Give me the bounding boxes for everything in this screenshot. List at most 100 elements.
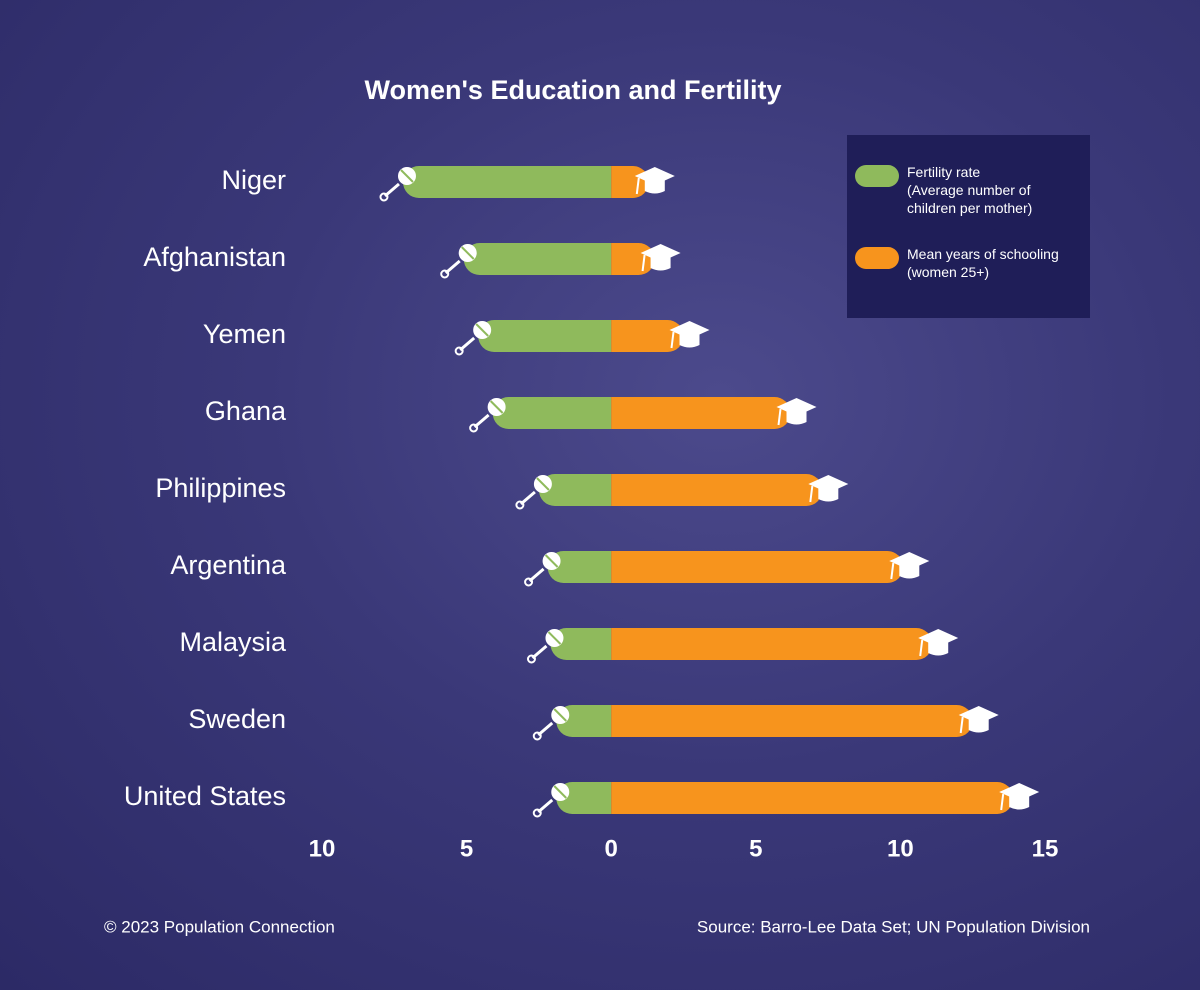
legend-swatch — [855, 165, 899, 187]
rattle-stripe — [489, 400, 504, 414]
cap-base — [928, 642, 949, 656]
x-tick-label: 15 — [1032, 835, 1059, 862]
legend-swatch — [855, 247, 899, 269]
legend-item: Mean years of schooling (women 25+) — [907, 245, 1077, 281]
legend-item: Fertility rate (Average number of childre… — [907, 163, 1077, 217]
rattle-icon — [454, 321, 492, 356]
rattle-icon — [526, 629, 564, 664]
rattle-stripe — [553, 708, 567, 722]
rattle-handle-end — [454, 346, 464, 356]
cap-tassel — [809, 485, 814, 503]
legend-note: (Average number of children per mother) — [907, 182, 1033, 216]
bar — [611, 320, 684, 352]
cap-base — [644, 180, 665, 194]
bar — [611, 551, 904, 583]
cap-icon — [958, 706, 999, 734]
rattle-handle-end — [532, 731, 542, 741]
cap-tassel — [890, 562, 895, 580]
rattle-icon — [532, 706, 570, 741]
rattle-stripe — [461, 246, 475, 260]
bar — [550, 628, 612, 660]
bar — [478, 320, 612, 352]
category-label: Sweden — [188, 704, 286, 734]
chart-title: Women's Education and Fertility — [365, 75, 782, 105]
legend-note: (women 25+) — [907, 264, 990, 280]
bar — [492, 397, 612, 429]
cap-icon — [640, 244, 681, 272]
category-label: Yemen — [203, 319, 286, 349]
legend-label: Fertility rate — [907, 164, 981, 180]
cap-icon — [669, 321, 710, 349]
cap-icon — [889, 552, 930, 580]
rattle-stripe — [544, 554, 559, 568]
bar — [556, 782, 612, 814]
category-label: Argentina — [170, 550, 287, 580]
legend: Fertility rate (Average number of childre… — [847, 135, 1090, 318]
rattle-stripe — [536, 477, 550, 491]
category-label: Afghanistan — [143, 242, 286, 272]
bar — [611, 474, 823, 506]
cap-icon — [918, 629, 959, 657]
bar — [611, 166, 649, 198]
rattle-handle-end — [524, 577, 534, 587]
x-tick-label: 0 — [605, 835, 618, 862]
category-label: Philippines — [155, 473, 286, 503]
x-tick-label: 5 — [460, 835, 473, 862]
bar — [402, 166, 612, 198]
cap-tassel — [777, 408, 782, 426]
rattle-stripe — [553, 785, 567, 799]
bar — [547, 551, 612, 583]
bar — [611, 243, 655, 275]
rattle-stripe — [400, 169, 414, 183]
rattle-icon — [440, 244, 477, 279]
cap-icon — [808, 475, 849, 503]
bar — [556, 705, 612, 737]
category-label: Malaysia — [179, 627, 287, 657]
category-label: Ghana — [205, 396, 287, 426]
category-label: Niger — [221, 165, 286, 195]
bar — [611, 705, 973, 737]
bar — [611, 628, 933, 660]
rattle-stripe — [475, 323, 489, 337]
cap-base — [899, 565, 920, 579]
cap-tassel — [670, 331, 675, 349]
rattle-icon — [379, 167, 416, 202]
x-tick-label: 10 — [309, 835, 336, 862]
cap-tassel — [641, 254, 646, 272]
rattle-icon — [469, 398, 506, 433]
bar — [538, 474, 612, 506]
cap-base — [679, 334, 700, 348]
legend-label: Mean years of schooling — [907, 246, 1059, 262]
cap-icon — [776, 398, 817, 426]
cap-icon — [999, 783, 1040, 811]
source: Source: Barro-Lee Data Set; UN Populatio… — [697, 917, 1090, 936]
copyright: © 2023 Population Connection — [104, 917, 335, 936]
category-label: United States — [124, 781, 286, 811]
bar — [611, 397, 791, 429]
rattle-icon — [515, 475, 552, 510]
cap-tassel — [1000, 793, 1005, 811]
bar — [463, 243, 612, 275]
cap-tassel — [959, 716, 964, 734]
cap-base — [786, 411, 807, 425]
cap-base — [818, 488, 839, 502]
rattle-stripe — [547, 631, 562, 645]
bar — [611, 782, 1014, 814]
cap-base — [650, 257, 671, 271]
rattle-handle-end — [532, 808, 542, 818]
rattle-handle-end — [469, 423, 479, 433]
cap-tassel — [635, 177, 640, 195]
cap-icon — [634, 167, 675, 195]
x-tick-label: 5 — [749, 835, 762, 862]
rattle-handle-end — [526, 654, 536, 664]
x-tick-label: 10 — [887, 835, 914, 862]
cap-base — [968, 719, 989, 733]
cap-tassel — [919, 639, 924, 657]
cap-base — [1009, 796, 1030, 810]
rattle-handle-end — [515, 500, 525, 510]
rattle-handle-end — [379, 192, 389, 202]
rattle-icon — [532, 783, 570, 818]
rattle-icon — [524, 552, 561, 587]
